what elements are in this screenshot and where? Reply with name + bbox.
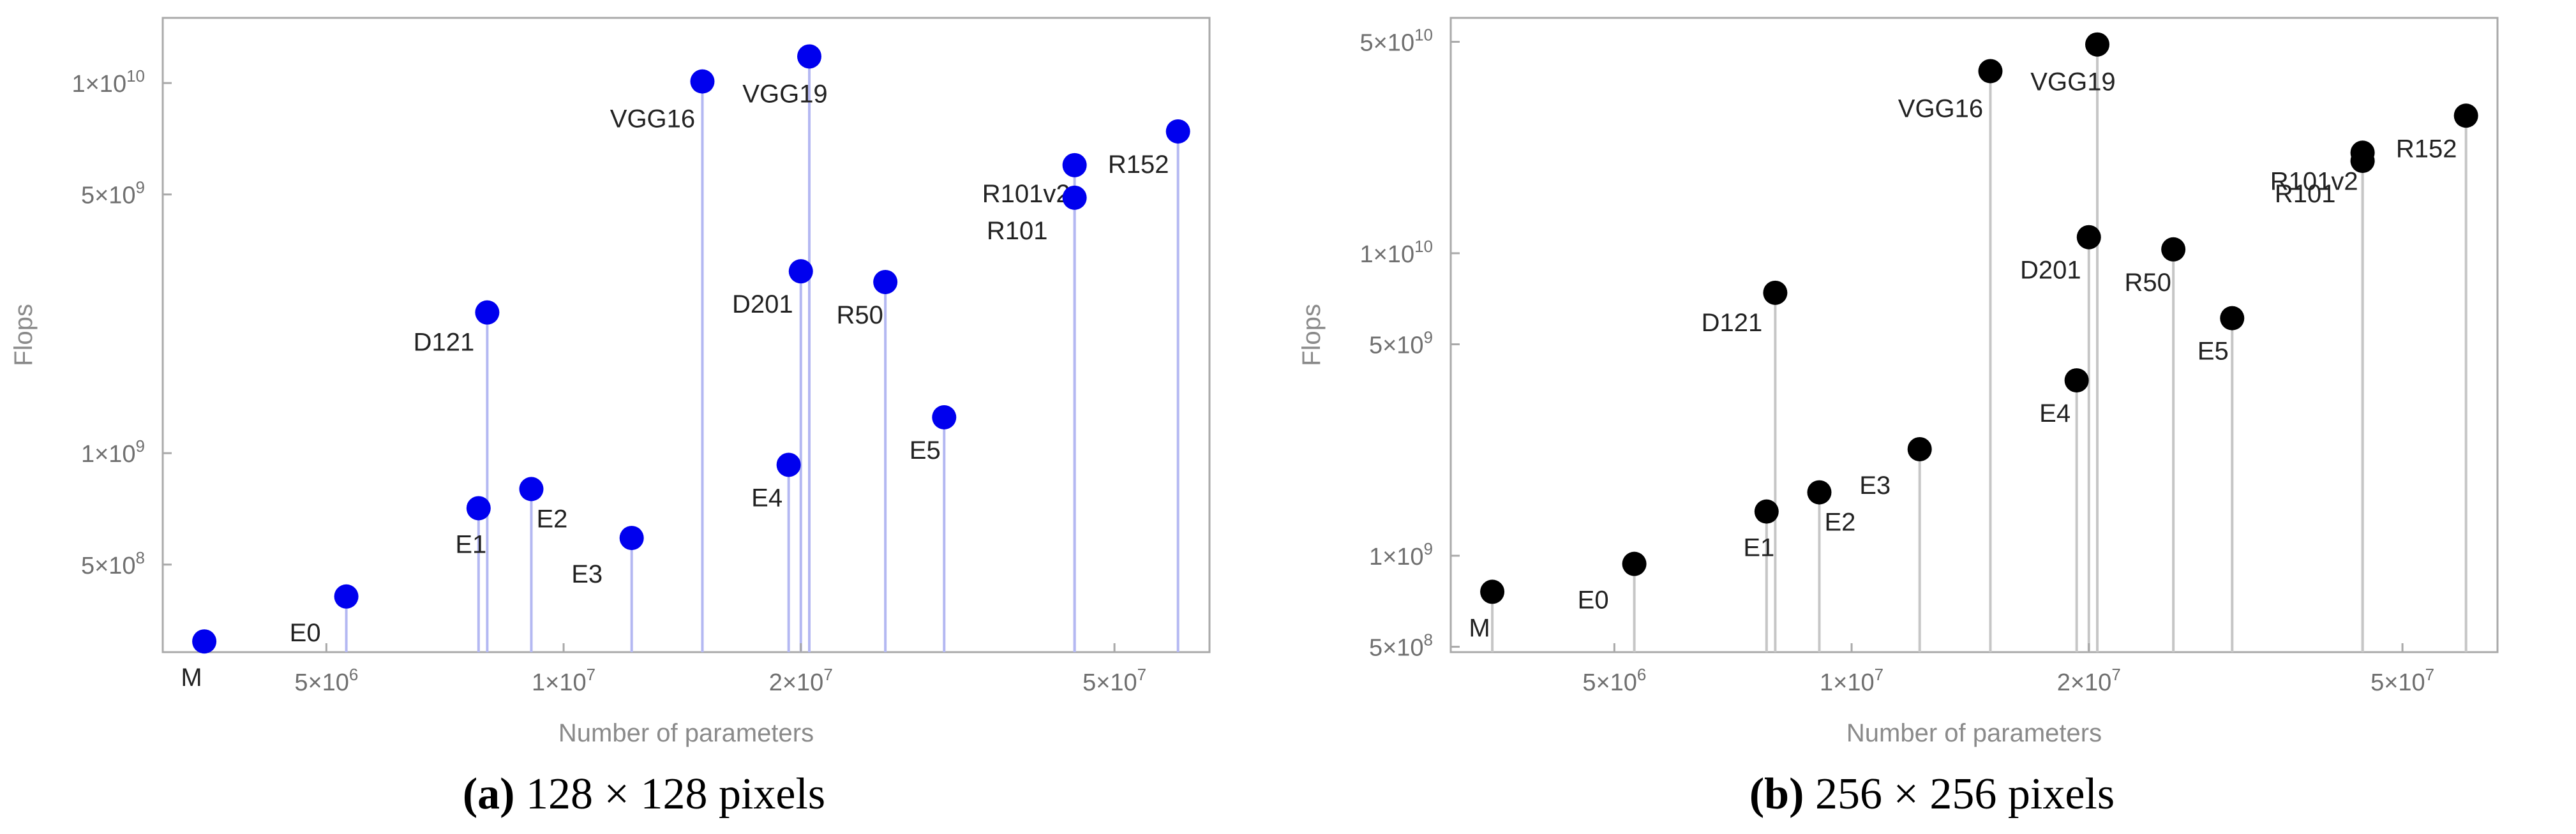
point-label-r101v2: R101v2 xyxy=(2270,167,2358,195)
point-label-r152: R152 xyxy=(1108,151,1169,179)
point-label-e3: E3 xyxy=(1859,472,1891,500)
point-r50 xyxy=(2161,237,2186,262)
y-tick-label: 1×1010 xyxy=(1359,237,1433,268)
point-e4 xyxy=(776,452,801,477)
point-d121 xyxy=(475,300,500,325)
caption-a: (a) 128 × 128 pixels xyxy=(0,769,1288,820)
point-label-r50: R50 xyxy=(836,301,883,329)
point-label-r101v2: R101v2 xyxy=(982,180,1070,208)
caption-b-tag: (b) xyxy=(1749,770,1804,819)
point-vgg16 xyxy=(1978,59,2003,84)
point-label-e5: E5 xyxy=(910,436,941,465)
point-r152 xyxy=(1165,119,1190,144)
point-r101v2 xyxy=(1062,153,1087,177)
point-label-e1: E1 xyxy=(455,530,486,558)
point-e4 xyxy=(2064,368,2089,393)
plot-frame xyxy=(1449,17,2499,653)
x-tick-label: 2×107 xyxy=(769,665,833,696)
chart-panel-b: 5×106 1×107 2×107 5×107 5×108 1×109 5×109 1×101… xyxy=(1288,0,2576,834)
point-d201 xyxy=(2076,225,2101,249)
point-label-vgg19: VGG19 xyxy=(2030,68,2115,96)
point-label-r50: R50 xyxy=(2124,269,2171,297)
point-d121 xyxy=(1763,280,1788,305)
y-axis-label: Flops xyxy=(10,304,38,366)
point-vgg19 xyxy=(797,44,821,69)
y-tick-label: 5×108 xyxy=(81,548,145,579)
point-vgg16 xyxy=(690,69,715,94)
point-label-d121: D121 xyxy=(1702,309,1763,337)
y-tick-label: 5×108 xyxy=(1369,630,1433,662)
point-r152 xyxy=(2453,103,2478,128)
point-label-d201: D201 xyxy=(732,290,793,318)
point-label-d201: D201 xyxy=(2020,257,2081,285)
point-e0 xyxy=(334,584,359,609)
point-label-r101: R101 xyxy=(2275,180,2336,208)
point-label-d121: D121 xyxy=(414,329,475,357)
point-d201 xyxy=(788,259,813,284)
plot-frame xyxy=(161,17,1211,653)
point-e2 xyxy=(519,477,544,502)
point-label-vgg16: VGG16 xyxy=(610,105,695,133)
chart-panel-a: 5×106 1×107 2×107 5×107 5×108 1×109 5×109 1×101… xyxy=(0,17,1288,820)
y-axis-label: Flops xyxy=(1298,304,1326,366)
point-label-e0: E0 xyxy=(290,619,321,647)
x-tick-label: 5×106 xyxy=(294,665,358,696)
point-label-m: M xyxy=(1469,614,1490,642)
point-e1 xyxy=(466,496,491,521)
point-r101 xyxy=(1062,185,1087,210)
caption-b-text: 256 × 256 pixels xyxy=(1804,770,2115,819)
x-axis-label: Number of parameters xyxy=(1846,719,2102,747)
y-tick-label: 1×109 xyxy=(1369,539,1433,570)
y-tick-label: 5×109 xyxy=(1369,328,1433,359)
point-e5 xyxy=(932,405,957,429)
caption-a-text: 128 × 128 pixels xyxy=(514,770,826,819)
point-e2 xyxy=(1807,480,1832,505)
chart-b: 5×106 1×107 2×107 5×107 5×108 1×109 5×109 1×101… xyxy=(1298,17,2499,747)
y-tick-label: 1×1010 xyxy=(71,66,145,98)
point-label-e0: E0 xyxy=(1578,586,1609,614)
point-label-vgg19: VGG19 xyxy=(742,80,827,108)
point-label-e4: E4 xyxy=(751,484,783,512)
point-e0 xyxy=(1622,551,1647,576)
point-label-r101: R101 xyxy=(987,217,1048,245)
x-tick-label: 5×106 xyxy=(1582,665,1646,696)
point-label-e2: E2 xyxy=(1824,509,1855,537)
point-label-e4: E4 xyxy=(2039,399,2071,428)
point-label-r152: R152 xyxy=(2396,135,2457,163)
point-e3 xyxy=(619,526,644,551)
point-label-e1: E1 xyxy=(1743,534,1774,562)
point-r101 xyxy=(2350,149,2375,174)
point-m xyxy=(1480,579,1505,604)
point-label-e2: E2 xyxy=(536,505,567,533)
y-tick-label: 1×109 xyxy=(81,436,145,468)
point-label-vgg16: VGG16 xyxy=(1898,94,1983,123)
y-tick-label: 5×109 xyxy=(81,178,145,209)
x-tick-label: 1×107 xyxy=(1820,665,1883,696)
x-tick-label: 5×107 xyxy=(2370,665,2434,696)
x-tick-label: 2×107 xyxy=(2057,665,2121,696)
y-tick-label: 5×1010 xyxy=(1359,26,1433,57)
point-e3 xyxy=(1907,436,1932,461)
point-e1 xyxy=(1754,499,1779,524)
point-label-e5: E5 xyxy=(2198,338,2229,366)
chart-a: 5×106 1×107 2×107 5×107 5×108 1×109 5×109 1×101… xyxy=(10,17,1211,747)
x-tick-label: 5×107 xyxy=(1082,665,1146,696)
caption-a-tag: (a) xyxy=(462,770,515,819)
point-r50 xyxy=(873,269,898,294)
x-tick-label: 1×107 xyxy=(532,665,595,696)
x-axis-label: Number of parameters xyxy=(558,719,814,747)
point-m xyxy=(192,629,217,654)
point-e5 xyxy=(2220,306,2245,331)
point-label-e3: E3 xyxy=(571,560,603,588)
point-label-m: M xyxy=(181,664,202,692)
point-vgg19 xyxy=(2085,32,2109,57)
caption-b: (b) 256 × 256 pixels xyxy=(1288,769,2576,820)
